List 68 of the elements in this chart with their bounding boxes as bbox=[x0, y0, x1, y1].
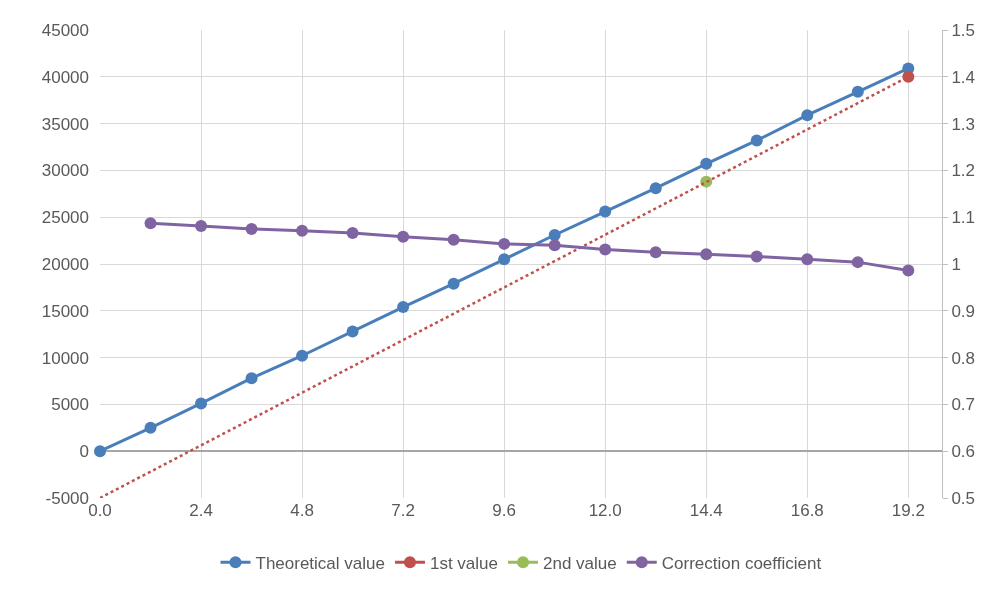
y-tick-label: 25000 bbox=[41, 208, 89, 228]
x-tick-label: 19.2 bbox=[891, 501, 925, 520]
point bbox=[700, 248, 713, 261]
y-tick-label: 35000 bbox=[41, 114, 89, 134]
x-tick-label: 2.4 bbox=[189, 501, 213, 520]
point bbox=[397, 301, 410, 314]
point bbox=[599, 243, 612, 256]
x-tick-label: 14.4 bbox=[689, 501, 723, 520]
point bbox=[902, 264, 915, 277]
point bbox=[700, 157, 713, 170]
point bbox=[195, 397, 208, 410]
x-tick-label: 0.0 bbox=[88, 501, 112, 520]
point bbox=[94, 445, 106, 458]
x-tick-label: 12.0 bbox=[588, 501, 622, 520]
y2-tick-label: 0.5 bbox=[951, 488, 976, 508]
point bbox=[447, 277, 460, 290]
y2-tick-label: 1.5 bbox=[951, 20, 976, 40]
y-tick-label: 20000 bbox=[41, 254, 89, 274]
point bbox=[801, 253, 814, 266]
y-tick-label: -5000 bbox=[45, 488, 89, 508]
point bbox=[649, 182, 662, 195]
point bbox=[245, 372, 258, 385]
point bbox=[851, 85, 864, 98]
x-tick-label: 4.8 bbox=[290, 501, 314, 520]
y-tick-label: 0 bbox=[79, 442, 89, 462]
point bbox=[750, 250, 763, 263]
y2-tick-label: 0.9 bbox=[951, 301, 976, 321]
y2-tick-label: 0.8 bbox=[951, 348, 976, 368]
point bbox=[296, 224, 309, 237]
x-tick-label: 9.6 bbox=[492, 501, 516, 520]
point bbox=[548, 239, 561, 252]
point bbox=[902, 70, 915, 83]
point bbox=[750, 134, 763, 147]
point bbox=[346, 325, 359, 338]
point bbox=[346, 227, 359, 240]
y-tick-label: 10000 bbox=[41, 348, 89, 368]
y2-tick-label: 1.4 bbox=[951, 67, 976, 87]
y2-tick-label: 1.1 bbox=[951, 208, 976, 228]
y2-tick-label: 1.2 bbox=[951, 161, 976, 181]
y-tick-label: 45000 bbox=[41, 20, 89, 40]
y2-tick-label: 1.3 bbox=[951, 114, 976, 134]
legend-label: Theoretical value bbox=[255, 553, 385, 573]
y2-tick-label: 1 bbox=[951, 254, 961, 274]
legend-label: Correction coefficient bbox=[661, 553, 822, 573]
point bbox=[649, 246, 662, 259]
point bbox=[548, 228, 561, 241]
legend-label: 2nd value bbox=[543, 553, 617, 573]
point bbox=[599, 205, 612, 218]
point bbox=[245, 222, 258, 235]
y2-tick-label: 0.7 bbox=[951, 395, 976, 415]
point bbox=[397, 230, 410, 243]
point bbox=[144, 217, 157, 230]
point bbox=[801, 109, 814, 122]
point bbox=[498, 253, 511, 266]
y-tick-label: 15000 bbox=[41, 301, 89, 321]
x-tick-label: 16.8 bbox=[790, 501, 824, 520]
point bbox=[144, 421, 157, 434]
legend-label: 1st value bbox=[429, 553, 499, 573]
point bbox=[447, 233, 460, 246]
point bbox=[851, 256, 864, 269]
point bbox=[195, 220, 208, 233]
x-tick-label: 7.2 bbox=[391, 501, 415, 520]
y2-tick-label: 0.6 bbox=[951, 442, 976, 462]
y-tick-label: 5000 bbox=[51, 395, 89, 415]
point bbox=[498, 237, 511, 250]
y-tick-label: 40000 bbox=[41, 67, 89, 87]
point bbox=[296, 349, 309, 362]
y-tick-label: 30000 bbox=[41, 161, 89, 181]
